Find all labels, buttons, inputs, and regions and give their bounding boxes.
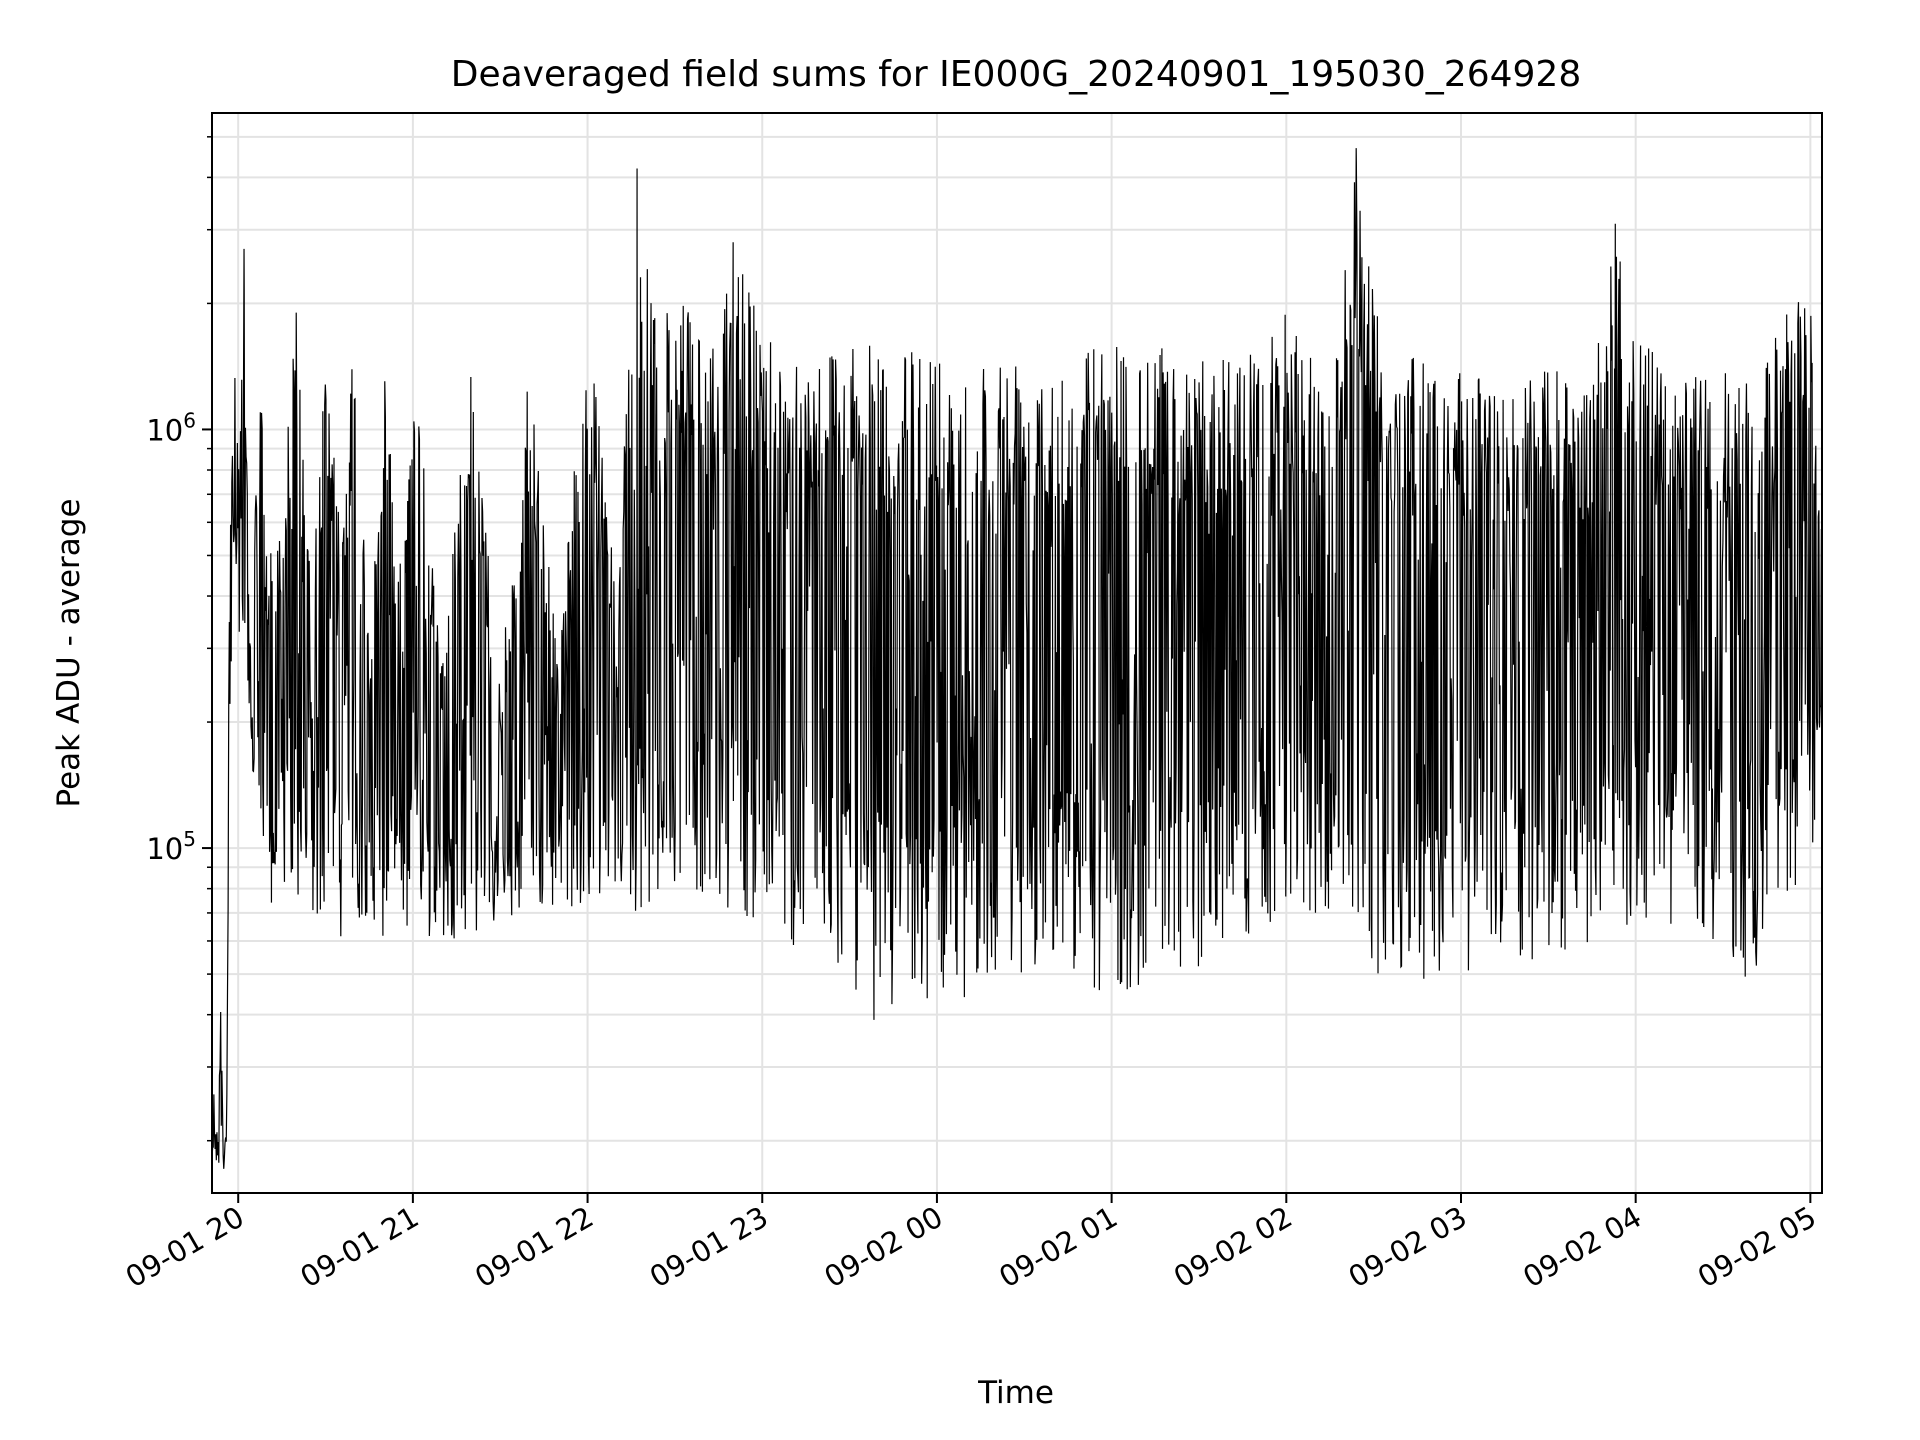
y-axis-label: Peak ADU - average (51, 498, 87, 807)
chart-title: Deaveraged field sums for IE000G_2024090… (451, 54, 1582, 95)
series (211, 148, 1823, 1169)
plot-frame (211, 112, 1823, 1194)
y-tick-label: 106 (146, 408, 196, 447)
series-line (211, 148, 1823, 1169)
y-tick-label: 105 (146, 827, 196, 866)
x-axis-label: Time (977, 1375, 1054, 1411)
y-axis-ticks: 105 106 (146, 136, 212, 1142)
